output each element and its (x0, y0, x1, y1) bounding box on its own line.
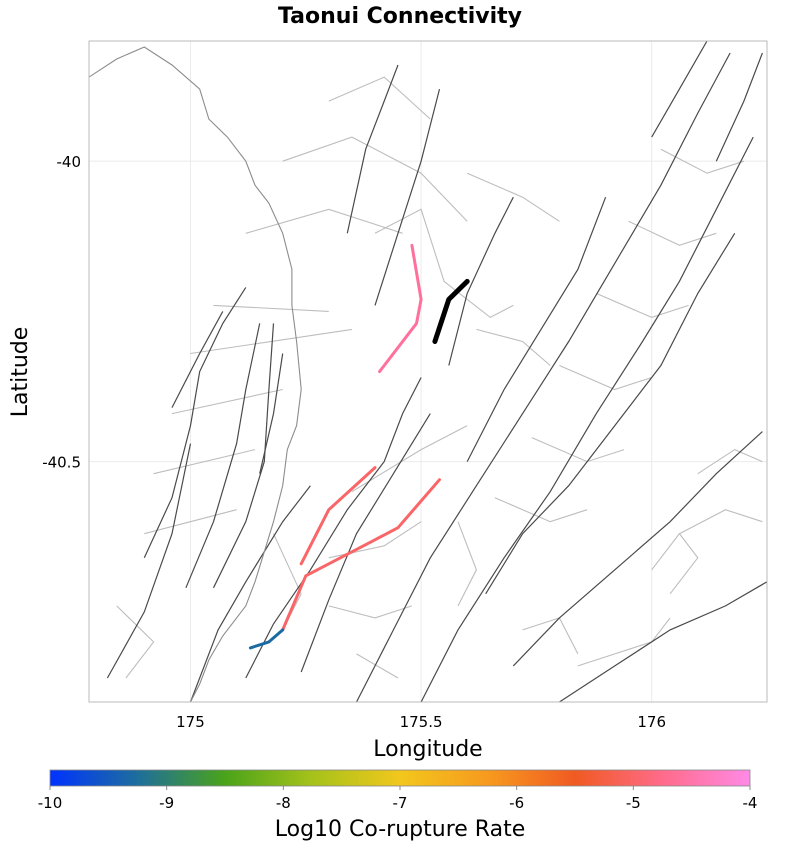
fault-section (457, 521, 478, 607)
fault-trace (374, 88, 441, 306)
x-tick-label: 175 (176, 713, 205, 731)
colorbar-title: Log10 Co-rupture Rate (275, 817, 526, 842)
x-ticks: 175 175.5 176 (176, 713, 666, 731)
fault-section (466, 172, 560, 222)
fault-trace (212, 323, 275, 589)
rupture-segment (299, 466, 377, 566)
coastline (89, 46, 302, 702)
fault-section (171, 388, 283, 415)
plot-area (89, 41, 767, 702)
fault-section (328, 605, 413, 619)
colorbar-ticks: -10 -9 -8 -7 -6 -5 -4 (38, 786, 758, 812)
colorbar-tick-label: -9 (159, 794, 174, 812)
fault-trace (559, 581, 767, 702)
x-tick-label: 175.5 (400, 713, 443, 731)
coastline-layer (89, 46, 302, 702)
fault-section (351, 425, 468, 493)
fault-section (476, 328, 551, 366)
fault-section (651, 532, 699, 595)
colorbar-tick-label: -7 (393, 794, 408, 812)
x-tick-label: 176 (637, 713, 666, 731)
x-axis-label: Longitude (373, 737, 482, 762)
fault-trace (189, 485, 311, 702)
colorbar-tick-label: -6 (509, 794, 524, 812)
fault-section (356, 653, 399, 679)
fault-trace (512, 431, 763, 667)
fault-trace (106, 443, 192, 679)
fault-section (328, 76, 431, 120)
fault-trace (259, 353, 284, 474)
y-tick-label: -40 (57, 153, 82, 171)
fault-section (144, 509, 237, 535)
fault-section (282, 136, 468, 222)
grid (89, 41, 767, 702)
fault-trace (355, 52, 731, 702)
fault-section (190, 328, 352, 355)
fault-section (679, 509, 763, 535)
fault-section (697, 448, 763, 475)
fault-trace (420, 136, 754, 702)
y-ticks: -40 -40.5 (42, 153, 81, 471)
fault-section (494, 497, 588, 523)
colorbar (49, 769, 751, 787)
rupture-segment (378, 243, 423, 373)
colorbar-tick-label: -8 (276, 794, 291, 812)
fault-trace (171, 311, 224, 408)
fault-section (596, 292, 689, 318)
fault-trace (466, 196, 607, 462)
fault-trace (485, 232, 736, 595)
colorbar-tick-label: -4 (743, 794, 758, 812)
fault-section (374, 208, 514, 319)
colorbar-tick-label: -10 (38, 794, 63, 812)
colorbar-tick-label: -5 (626, 794, 641, 812)
background-faults-layer (106, 41, 767, 702)
fault-section (577, 617, 671, 667)
fault-trace (185, 323, 261, 589)
fault-section (245, 208, 403, 234)
fault-section (213, 304, 329, 312)
target-fault-taonui (432, 278, 470, 344)
rupture-segment (248, 628, 285, 650)
fault-trace (346, 64, 399, 234)
fault-trace (245, 377, 422, 679)
fault-section (153, 449, 256, 475)
fault-section (116, 605, 155, 679)
rupture-segment (281, 478, 441, 632)
fault-trace (448, 196, 514, 366)
target-fault-layer (432, 278, 470, 344)
plot-border (88, 40, 768, 703)
fault-trace (651, 41, 708, 138)
y-tick-label: -40.5 (42, 454, 81, 472)
fault-sections-layer (116, 76, 763, 679)
chart-title: Taonui Connectivity (278, 4, 522, 29)
y-axis-label: Latitude (8, 327, 33, 418)
fault-trace (143, 287, 247, 559)
ruptures-layer (248, 243, 441, 650)
fault-trace (715, 52, 763, 162)
fault-trace (300, 413, 431, 673)
fault-section (559, 364, 652, 391)
fault-section (660, 148, 745, 174)
fault-section (628, 220, 717, 246)
